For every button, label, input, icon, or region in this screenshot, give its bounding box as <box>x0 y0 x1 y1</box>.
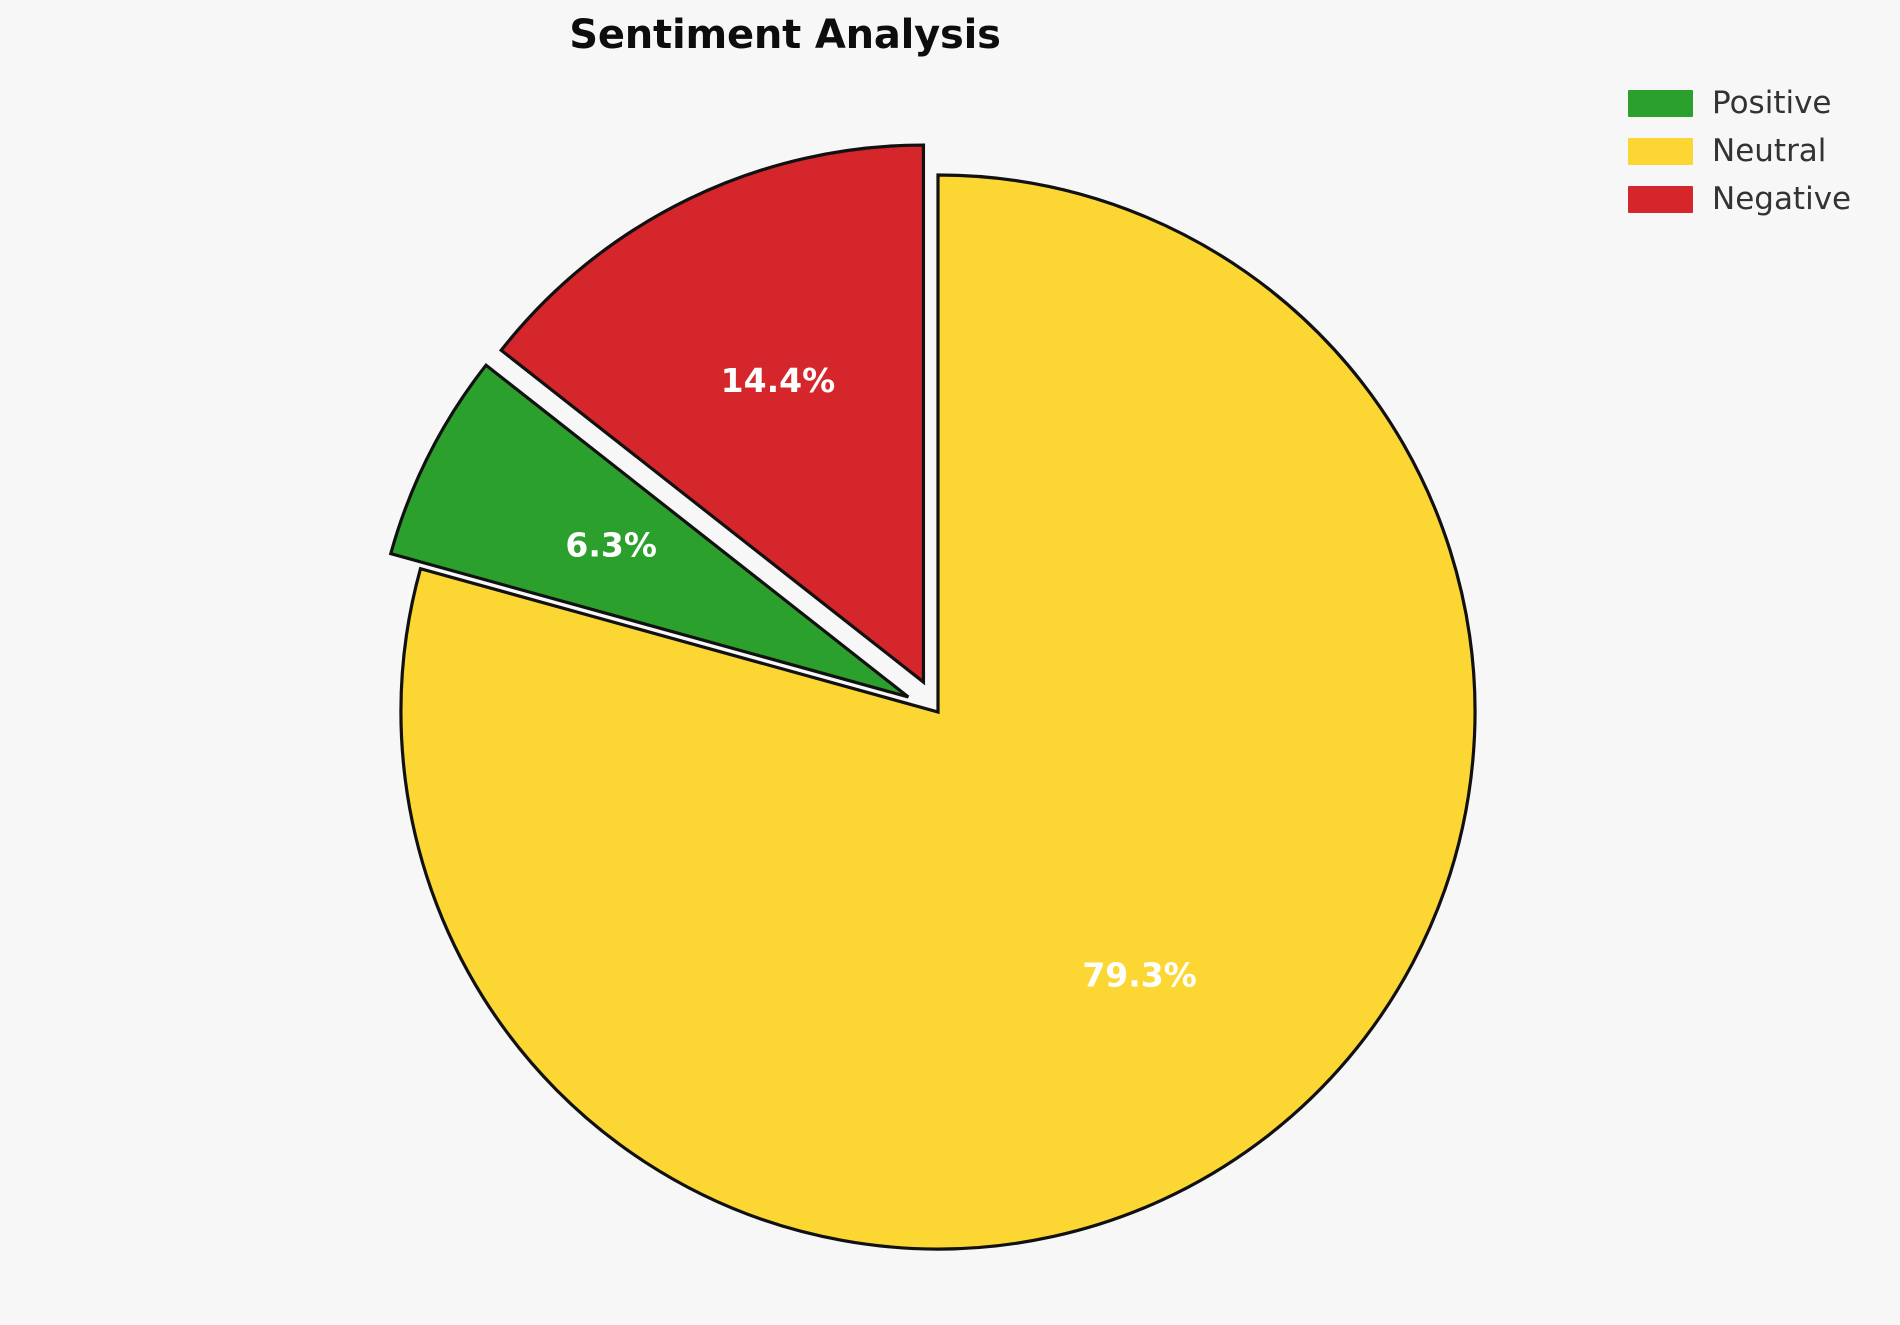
legend-swatch-negative <box>1628 186 1693 213</box>
pie-slice-neutral[interactable] <box>399 173 1477 1251</box>
legend-item-positive[interactable]: Positive <box>1628 88 1851 119</box>
legend-label: Neutral <box>1712 133 1827 169</box>
legend-label: Positive <box>1712 85 1832 121</box>
legend-item-negative[interactable]: Negative <box>1628 184 1851 215</box>
slice-label-neutral: 79.3% <box>1082 955 1197 994</box>
page-title: Sentiment Analysis <box>569 12 1001 58</box>
slice-label-negative: 14.4% <box>721 361 836 400</box>
legend-item-neutral[interactable]: Neutral <box>1628 136 1851 167</box>
chart-legend: Positive Neutral Negative <box>1628 88 1851 215</box>
legend-label: Negative <box>1712 181 1852 217</box>
legend-swatch-neutral <box>1628 138 1693 165</box>
slice-label-positive: 6.3% <box>565 525 657 564</box>
pie-slices <box>388 143 1477 1251</box>
pie-slice-positive[interactable] <box>388 362 910 699</box>
legend-swatch-positive <box>1628 90 1693 117</box>
pie-slice-labels: 79.3% 6.3% 14.4% <box>565 361 1196 994</box>
pie-slice-negative[interactable] <box>498 143 926 686</box>
